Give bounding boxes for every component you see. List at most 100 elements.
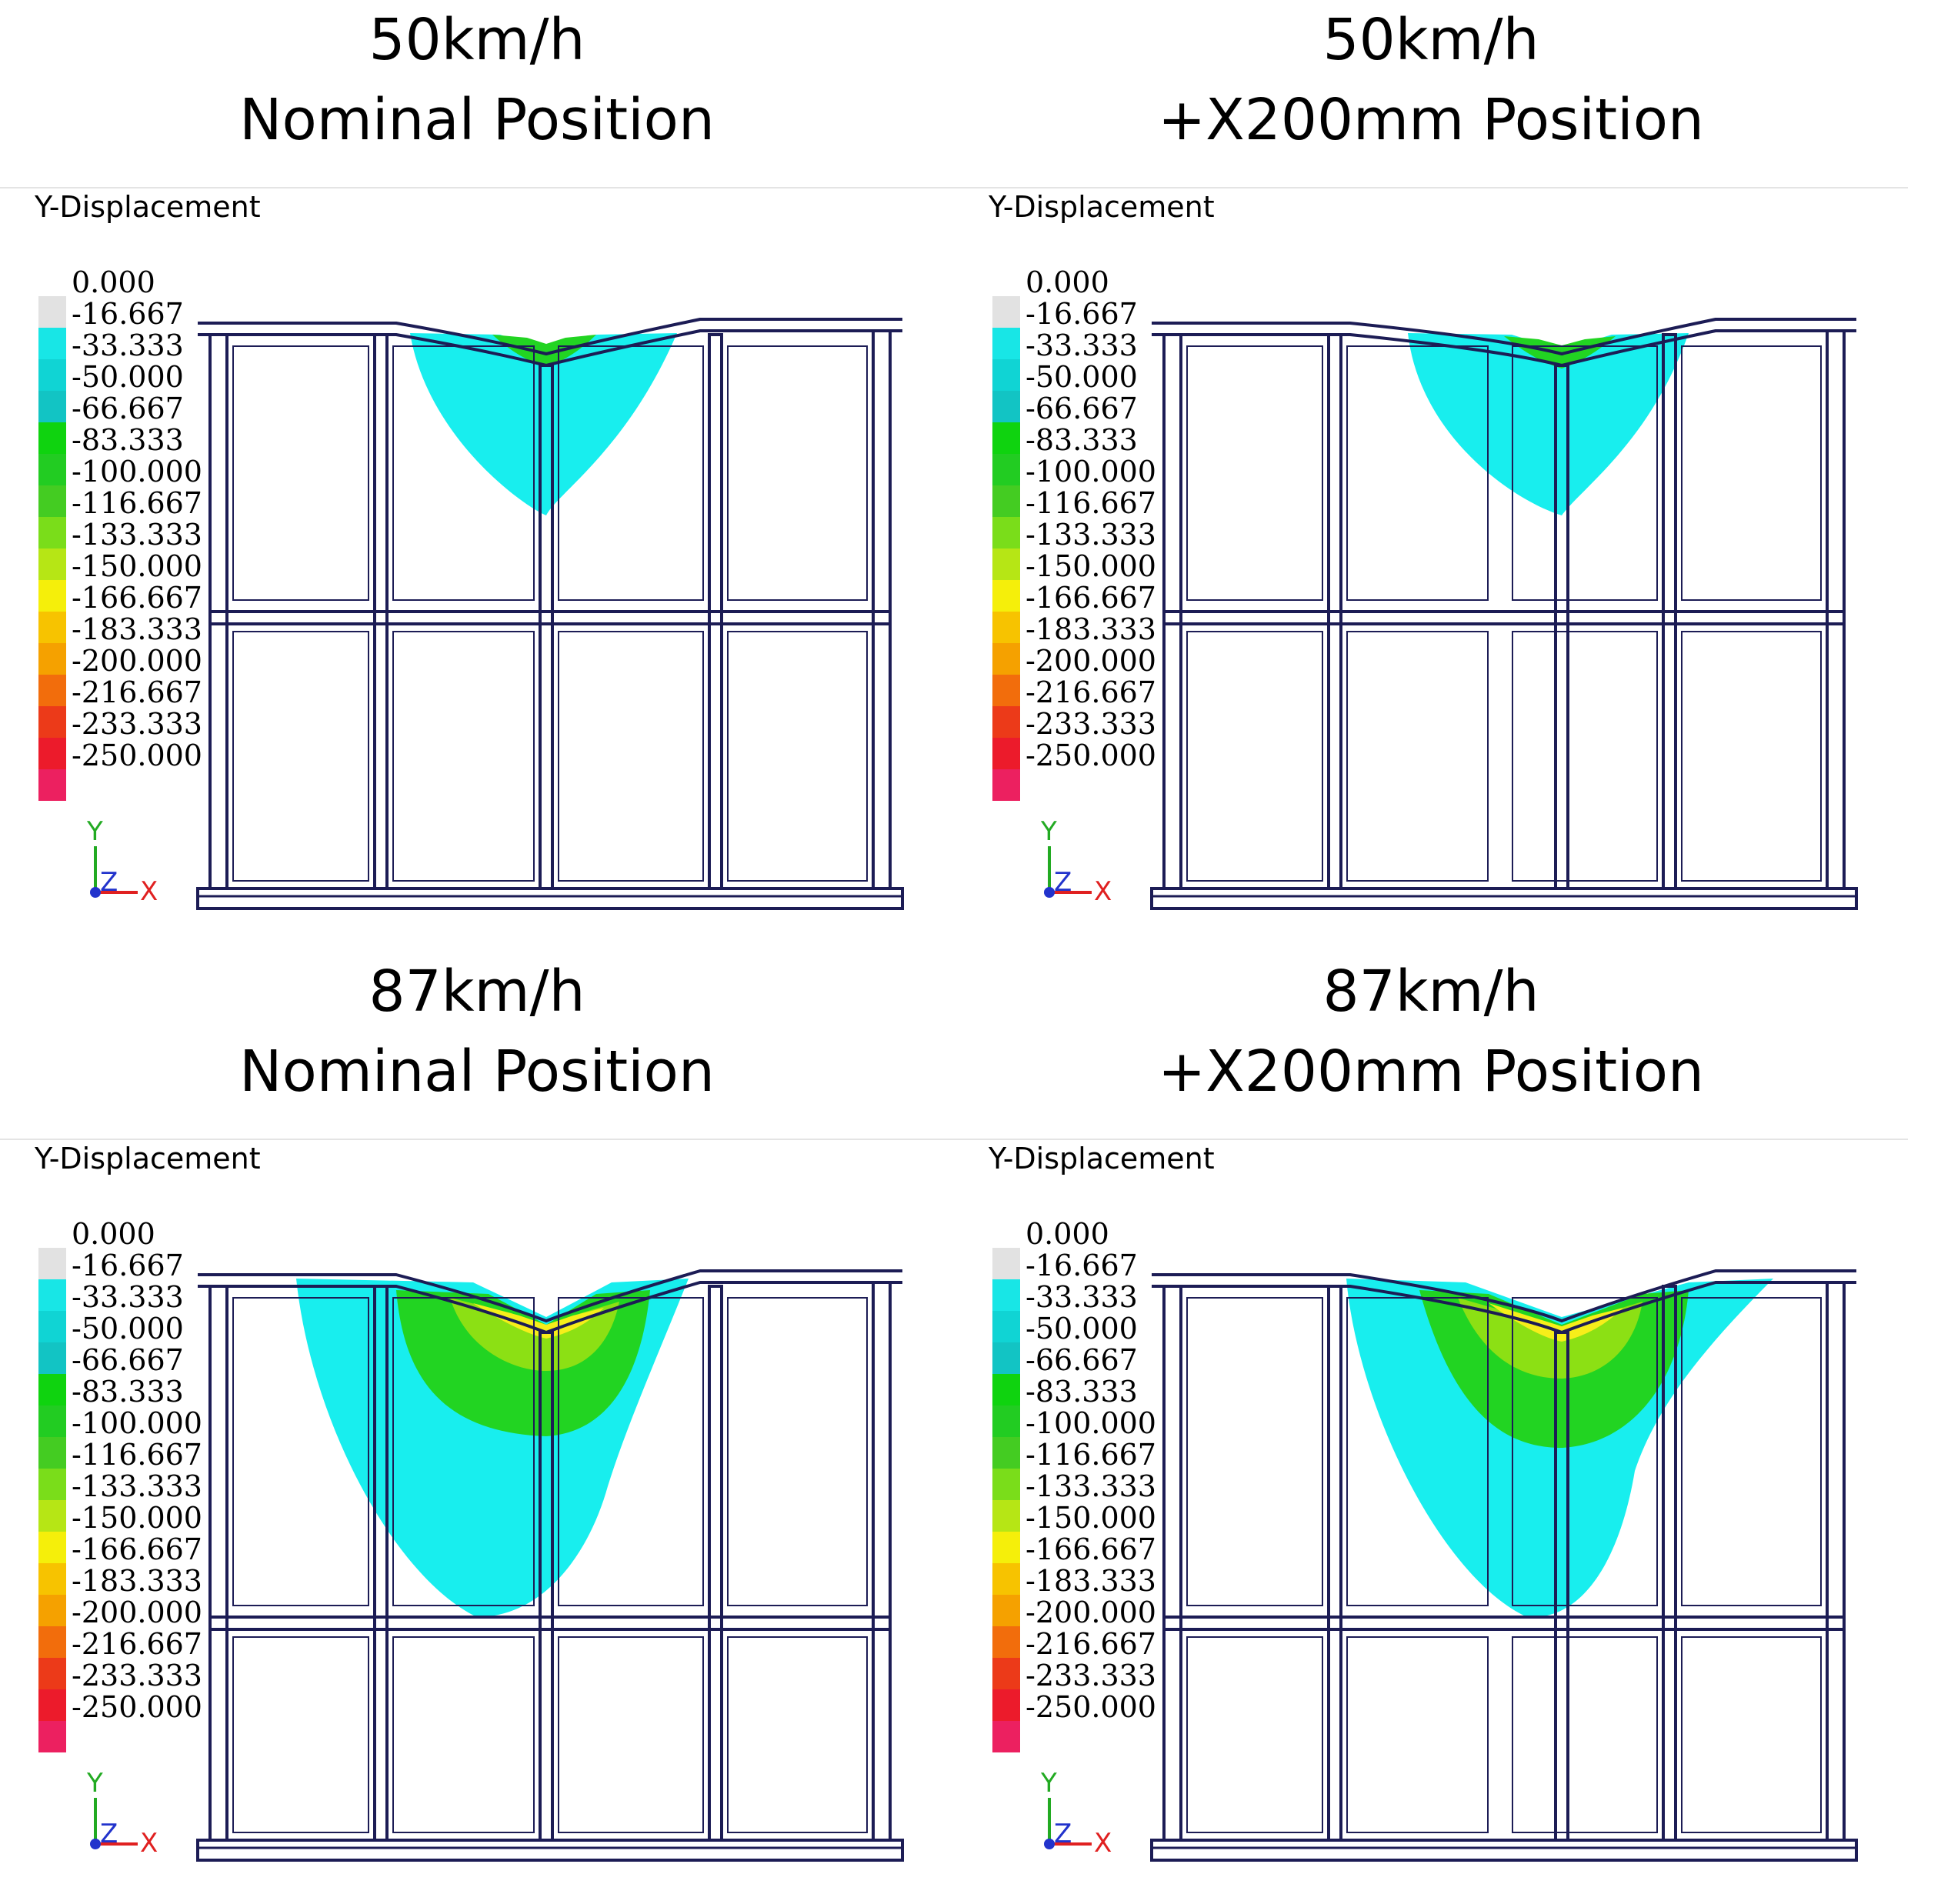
upper-cell [1346, 1297, 1489, 1606]
legend-value: -250.000 [1026, 1690, 1156, 1724]
legend-labels: 0.000 -16.667 -33.333 -50.000 -66.667 -83.333… [72, 1219, 202, 1723]
inner-post [539, 1331, 554, 1842]
origin-dot [1044, 1839, 1055, 1849]
legend-swatch [38, 1437, 66, 1469]
x-axis-label: X [1094, 1828, 1112, 1859]
legend-swatch [992, 1689, 1020, 1721]
legend-value: -183.333 [1026, 612, 1156, 646]
legend-value: -16.667 [1026, 297, 1138, 331]
legend-swatch [38, 1279, 66, 1311]
legend-value: -250.000 [72, 739, 202, 772]
panel-87-x200: 87km/h +X200mm Position Y-Displacement 0… [954, 952, 1908, 1904]
z-axis-label: Z [1054, 867, 1072, 898]
legend-value: -50.000 [72, 1312, 184, 1345]
legend-value: -166.667 [1026, 1532, 1156, 1566]
legend-value: -116.667 [1026, 1438, 1156, 1472]
bottom-beam [1150, 887, 1858, 910]
legend-value: -100.000 [1026, 455, 1156, 489]
legend-value: -50.000 [1026, 360, 1138, 394]
legend-value: -100.000 [72, 455, 202, 489]
legend-swatch [38, 296, 66, 328]
top-beam-outer [198, 318, 902, 356]
legend-value: -66.667 [72, 392, 184, 425]
fem-frame-plot [196, 1269, 904, 1862]
legend-swatch [38, 580, 66, 612]
legend-swatch [992, 422, 1020, 454]
panel-title: 50km/h +X200mm Position [954, 0, 1908, 160]
upper-cell [727, 345, 868, 601]
contour-cyan [1408, 333, 1689, 515]
upper-cell [232, 345, 369, 601]
legend-swatch [38, 359, 66, 391]
right-post [872, 329, 892, 890]
lower-cell [392, 631, 535, 882]
legend-swatch [38, 1563, 66, 1595]
upper-cell [1512, 345, 1658, 601]
inner-post [539, 364, 554, 890]
legend-value: -133.333 [72, 1469, 202, 1503]
legend-value: -16.667 [1026, 1249, 1138, 1282]
speed-label: 87km/h [369, 959, 585, 1025]
legend-value: -200.000 [1026, 644, 1156, 678]
upper-cell [1346, 345, 1489, 601]
legend-value: -166.667 [1026, 581, 1156, 615]
legend-swatch [38, 328, 66, 359]
axis-triad-icon: YZ X [1040, 1768, 1112, 1859]
legend-colorbar [992, 1248, 1020, 1752]
legend-value: -83.333 [1026, 1375, 1138, 1409]
legend-swatch [992, 485, 1020, 517]
legend-swatch [992, 391, 1020, 422]
legend-value: -200.000 [72, 1596, 202, 1629]
legend-swatch [38, 549, 66, 580]
panel-87-nominal: 87km/h Nominal Position Y-Displacement 0… [0, 952, 954, 1904]
legend-swatch [992, 1595, 1020, 1626]
upper-cell [558, 1297, 704, 1606]
legend-value: -133.333 [72, 518, 202, 552]
legend-swatch [992, 643, 1020, 675]
lower-cell [232, 1636, 369, 1833]
legend-swatch [992, 706, 1020, 738]
middle-crossbeam [1162, 610, 1846, 625]
contour-green [492, 335, 596, 367]
legend-swatch [992, 1626, 1020, 1658]
legend-value: -116.667 [72, 486, 202, 520]
bottom-beam [196, 1839, 904, 1862]
upper-cell [558, 345, 704, 601]
lower-cell [1512, 1636, 1658, 1833]
middle-crossbeam [1162, 1616, 1846, 1631]
legend-swatch [992, 769, 1020, 801]
middle-crossbeam [208, 1616, 892, 1631]
legend-value: -83.333 [72, 1375, 184, 1409]
legend-swatch [992, 675, 1020, 706]
axis-triad-icon: YZ X [86, 816, 158, 907]
legend-value: 0.000 [72, 1217, 155, 1251]
top-beam-outer [1152, 318, 1856, 356]
legend-swatch [992, 549, 1020, 580]
legend-value: -200.000 [72, 644, 202, 678]
separator [954, 187, 1908, 188]
contour-cyan [410, 333, 677, 515]
lower-cell [1346, 1636, 1489, 1833]
legend-value: -233.333 [1026, 707, 1156, 741]
legend-value: -166.667 [72, 581, 202, 615]
panel-title: 87km/h Nominal Position [0, 952, 954, 1112]
legend-value: -183.333 [72, 1564, 202, 1598]
legend-swatch [38, 517, 66, 549]
legend-swatch [38, 738, 66, 769]
panel-title: 50km/h Nominal Position [0, 0, 954, 160]
legend-swatch [992, 580, 1020, 612]
right-post [872, 1281, 892, 1842]
fem-frame-plot [1150, 1269, 1858, 1862]
left-post [208, 1285, 228, 1842]
origin-dot [1044, 887, 1055, 898]
legend-swatch [992, 612, 1020, 643]
lower-cell [1681, 631, 1822, 882]
plot-label: Y-Displacement [35, 1142, 261, 1175]
legend-swatch [992, 1532, 1020, 1563]
left-post [1162, 1285, 1182, 1842]
upper-cell [392, 345, 535, 601]
legend-value: -16.667 [72, 297, 184, 331]
position-label: Nominal Position [239, 87, 715, 153]
legend-swatch [38, 675, 66, 706]
legend-value: -183.333 [1026, 1564, 1156, 1598]
